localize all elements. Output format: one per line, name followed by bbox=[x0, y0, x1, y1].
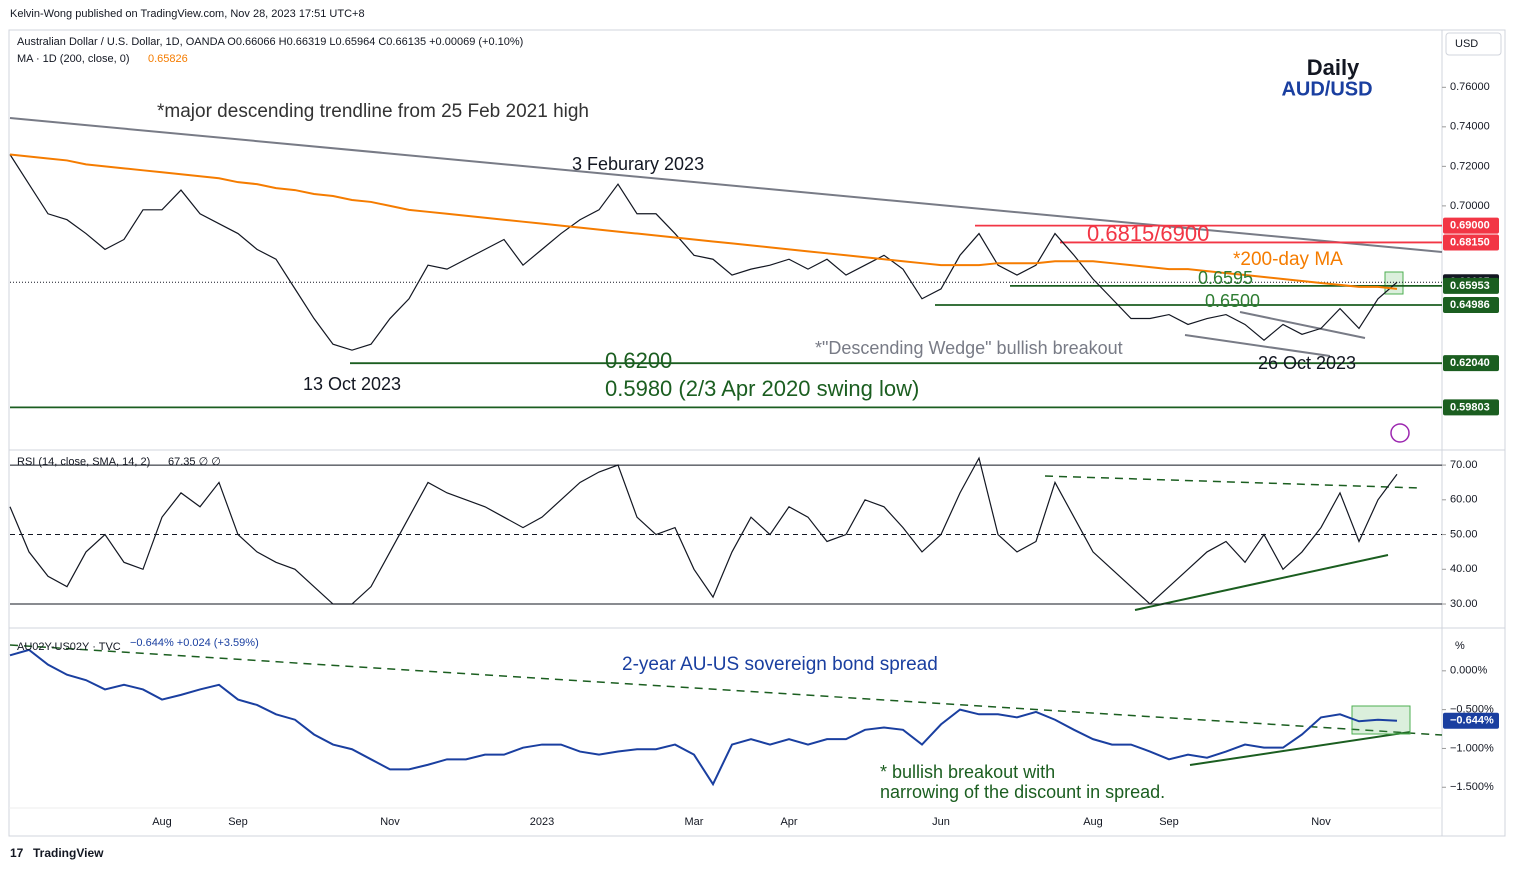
major-trendline bbox=[9, 117, 1443, 253]
series-line bbox=[9, 153, 1398, 290]
spread-support bbox=[1189, 731, 1411, 766]
price-label: 0.64986 bbox=[1450, 299, 1490, 311]
spread-resistance bbox=[9, 644, 1443, 736]
price-label-box bbox=[1443, 296, 1499, 313]
wedge-lower bbox=[1184, 334, 1331, 357]
annotation: 0.5980 (2/3 Apr 2020 swing low) bbox=[605, 376, 919, 401]
pane-title: AU02Y-US02Y · TVC bbox=[17, 641, 121, 653]
current-label-box bbox=[1443, 712, 1499, 729]
price-label-box bbox=[1443, 355, 1499, 372]
annotation: 3 Feburary 2023 bbox=[572, 154, 704, 174]
series-line bbox=[9, 456, 1398, 605]
annotation: *200-day MA bbox=[1233, 249, 1343, 270]
published: Kelvin-Wong published on TradingView.com… bbox=[10, 8, 365, 20]
price-label: 0.62040 bbox=[1450, 357, 1490, 369]
annotation: 13 Oct 2023 bbox=[303, 374, 401, 394]
y-tick-label: 50.00 bbox=[1450, 528, 1478, 540]
annotation: AUD/USD bbox=[1281, 78, 1372, 100]
x-tick-label: Apr bbox=[780, 816, 797, 828]
y-tick-label: 60.00 bbox=[1450, 494, 1478, 506]
price-label: 0.68150 bbox=[1450, 236, 1490, 248]
y-tick-label: 30.00 bbox=[1450, 598, 1478, 610]
price-label-box bbox=[1443, 234, 1499, 251]
y-tick-label: 0.70000 bbox=[1450, 200, 1490, 212]
series-line bbox=[9, 648, 1398, 787]
y-tick-label: 0.76000 bbox=[1450, 81, 1490, 93]
pane-title: RSI (14, close, SMA, 14, 2) bbox=[17, 456, 150, 468]
annotation: * bullish breakout with bbox=[880, 762, 1055, 782]
currency[interactable]: USD bbox=[1455, 38, 1478, 50]
brand: TradingView bbox=[33, 846, 104, 860]
y-tick-label: 0.72000 bbox=[1450, 160, 1490, 172]
y-tick-label: 40.00 bbox=[1450, 563, 1478, 575]
annotation: 0.6595 bbox=[1198, 268, 1253, 288]
currency-button[interactable] bbox=[1445, 32, 1502, 56]
price-label-box bbox=[1443, 277, 1499, 294]
price-label: 0.59803 bbox=[1450, 401, 1490, 413]
rsi-resistance bbox=[1044, 475, 1421, 489]
x-tick-label: Mar bbox=[685, 816, 704, 828]
annotation: *major descending trendline from 25 Feb … bbox=[157, 101, 589, 122]
annotation: *"Descending Wedge" bullish breakout bbox=[815, 338, 1123, 358]
annotation: 26 Oct 2023 bbox=[1258, 353, 1356, 373]
annotation: 0.6500 bbox=[1205, 291, 1260, 311]
series-line bbox=[9, 154, 1398, 351]
ma-value: 0.65826 bbox=[148, 53, 188, 65]
rsi-support bbox=[1134, 554, 1389, 611]
annotation: Daily bbox=[1307, 55, 1360, 80]
annotation: 0.6815/6900 bbox=[1087, 221, 1209, 246]
x-tick-label: Jun bbox=[932, 816, 950, 828]
frame bbox=[8, 29, 1506, 837]
pane-value: 67.35 ∅ ∅ bbox=[168, 456, 221, 468]
annotation: 2-year AU-US sovereign bond spread bbox=[622, 654, 938, 675]
y-tick-label: 0.74000 bbox=[1450, 121, 1490, 133]
price-label-box bbox=[1443, 399, 1499, 416]
x-tick-label: Sep bbox=[228, 816, 248, 828]
y-tick-label: −0.500% bbox=[1450, 704, 1494, 716]
y-tick-label: 0.000% bbox=[1450, 665, 1488, 677]
y-tick-label: −1.000% bbox=[1450, 742, 1494, 754]
x-tick-label: Sep bbox=[1159, 816, 1179, 828]
alert-icon[interactable] bbox=[1390, 423, 1410, 443]
wedge-upper bbox=[1239, 311, 1366, 339]
annotation: 0.6200 bbox=[605, 348, 672, 373]
price-label: 0.69000 bbox=[1450, 220, 1490, 232]
x-tick-label: 2023 bbox=[530, 816, 554, 828]
annotation: narrowing of the discount in spread. bbox=[880, 782, 1165, 802]
price-label-box bbox=[1443, 217, 1499, 234]
price-label: 0.65953 bbox=[1450, 280, 1490, 292]
legend: Australian Dollar / U.S. Dollar, 1D, OAN… bbox=[17, 36, 523, 48]
pane-value: −0.644% +0.024 (+3.59%) bbox=[130, 637, 259, 649]
y-tick-label: −1.500% bbox=[1450, 781, 1494, 793]
x-tick-label: Nov bbox=[380, 816, 400, 828]
x-tick-label: Aug bbox=[1083, 816, 1103, 828]
x-tick-label: Aug bbox=[152, 816, 172, 828]
y-tick-label: 70.00 bbox=[1450, 459, 1478, 471]
x-tick-label: Nov bbox=[1311, 816, 1331, 828]
ma-legend: MA · 1D (200, close, 0) bbox=[17, 53, 130, 65]
brand-logo: 17 bbox=[10, 846, 24, 860]
current-label: −0.644% bbox=[1450, 715, 1494, 727]
unit: % bbox=[1455, 640, 1465, 652]
